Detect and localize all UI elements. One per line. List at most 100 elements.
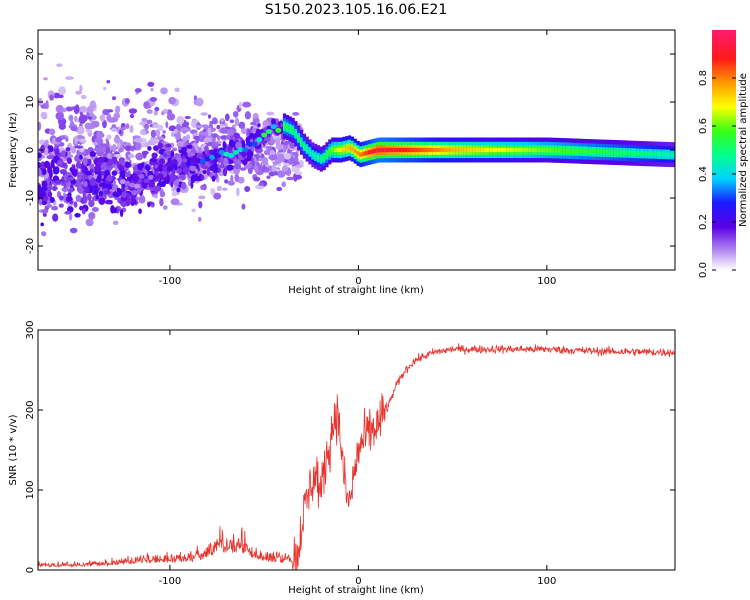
x-tick-label: 100 [537,276,556,287]
heatmap-cell [65,147,71,152]
heatmap-cell [602,149,606,155]
x-tick-label: -100 [159,276,182,287]
heatmap-cell [223,151,230,157]
heatmap-cell [256,137,263,142]
heatmap-cell [376,148,380,153]
heatmap-cell [77,185,84,194]
heatmap-cell [266,111,275,116]
heatmap-cell [135,171,142,175]
heatmap-cell [41,180,48,189]
heatmap-cell [144,123,150,130]
heatmap-cell [497,147,501,153]
heatmap-cell [285,125,289,130]
heatmap-cell [106,175,113,182]
heatmap-cell [43,160,51,169]
heatmap-cell [139,121,146,125]
heatmap-cell [545,147,550,153]
heatmap-cell [99,114,106,122]
heatmap-cell [80,94,87,100]
heatmap-cell [71,164,76,169]
heatmap-cell [96,130,104,140]
heatmap-cell [642,151,646,156]
heatmap-cell [283,152,291,160]
heatmap-cell [247,141,253,147]
heatmap-cell [41,191,46,198]
heatmap-cell [207,114,212,119]
heatmap-cell [133,183,140,189]
heatmap-cell [148,179,156,188]
heatmap-cell [650,151,654,156]
heatmap-cell [106,80,111,84]
heatmap-cell [49,94,54,101]
heatmap-cell [438,147,442,153]
heatmap-cell [49,196,55,203]
heatmap-cell [162,152,167,157]
heatmap-cell [667,152,671,157]
heatmap-cell [599,149,603,155]
heatmap-cell [300,140,304,145]
spectrogram-x-ticks: -100 0 100 [159,30,556,287]
heatmap-cell [79,154,83,160]
heatmap-cell [82,194,88,204]
heatmap-cell [237,147,244,153]
heatmap-cell [166,166,173,172]
heatmap-cell [283,123,287,129]
snr-line [38,343,675,570]
heatmap-cell [182,158,188,163]
heatmap-cell [141,183,147,189]
heatmap-cell [224,113,230,122]
heatmap-cell [40,161,45,170]
heatmap-cell [216,124,220,130]
heatmap-cell [73,105,80,115]
heatmap-cell [84,186,90,194]
heatmap-cell [232,149,239,155]
heatmap-cell [178,174,186,180]
heatmap-cell [138,208,142,214]
x-tick-label: -100 [159,576,182,587]
heatmap-cell [98,190,104,197]
heatmap-cell [644,151,648,156]
heatmap-cell [141,118,148,122]
heatmap-cell [143,178,150,184]
heatmap-cell [427,147,431,153]
heatmap-cell [118,148,123,153]
heatmap-cell [54,148,60,156]
heatmap-cell [138,173,145,179]
heatmap-cell [135,152,144,161]
heatmap-cell [153,110,158,116]
heatmap-cell [393,147,397,153]
heatmap-cell [176,115,185,125]
heatmap-cell [157,142,164,150]
heatmap-cell [124,145,132,152]
heatmap-cell [130,145,135,152]
heatmap-cell [39,139,45,145]
heatmap-cell [588,149,592,154]
heatmap-cell [178,146,182,151]
heatmap-cell [184,115,191,120]
heatmap-cell [157,124,164,131]
heatmap-cell [308,149,312,155]
heatmap-cell [211,127,216,132]
heatmap-cell [38,121,42,131]
heatmap-cell [124,180,131,186]
heatmap-cell [150,87,154,92]
heatmap-cell [531,147,535,153]
heatmap-cell [59,195,64,201]
heatmap-cell [92,173,98,179]
heatmap-cell [160,87,168,95]
heatmap-cell [87,116,93,120]
heatmap-cell [568,148,572,153]
heatmap-cell [38,162,42,168]
heatmap-cell [70,126,78,132]
heatmap-cell [74,145,83,149]
heatmap-cell [157,173,164,179]
heatmap-cell [43,77,48,81]
heatmap-cell [171,152,175,157]
heatmap-cell [282,165,288,172]
heatmap-cell [276,186,283,192]
heatmap-cell [430,147,434,153]
heatmap-cell [61,187,69,192]
heatmap-cell [162,165,169,171]
heatmap-cell [52,213,59,222]
heatmap-cell [480,147,485,153]
